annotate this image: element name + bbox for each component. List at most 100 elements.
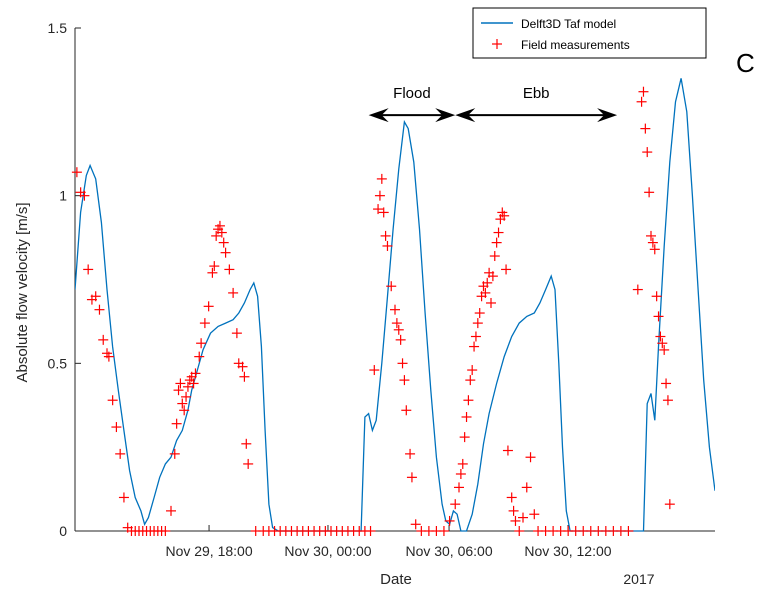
measurement-point: [510, 515, 521, 526]
measurement-point: [181, 391, 192, 402]
measurement-point: [386, 281, 397, 292]
x-tick-label: Nov 30, 00:00: [284, 543, 371, 559]
measurement-point: [179, 405, 190, 416]
measurement-point: [647, 237, 658, 248]
y-tick-label: 1: [59, 188, 67, 204]
measurement-point: [474, 308, 485, 319]
measurement-point: [115, 448, 126, 459]
measurement-point: [160, 526, 171, 536]
measurement-point: [461, 411, 472, 422]
measurement-point: [203, 301, 214, 312]
measurement-point: [659, 344, 670, 355]
measurement-point: [529, 509, 540, 520]
measurement-point: [632, 284, 643, 295]
measurement-point: [71, 167, 82, 178]
measurement-point: [171, 418, 182, 429]
measurement-point: [399, 375, 410, 386]
measurement-point: [220, 247, 231, 258]
measurement-point: [482, 277, 493, 288]
measurement-point: [472, 318, 483, 329]
arrow-head: [597, 108, 618, 123]
measurement-point: [623, 526, 634, 536]
measurement-point: [410, 519, 421, 530]
measurement-point: [190, 368, 201, 379]
measurement-point: [644, 187, 655, 198]
measurement-point: [373, 204, 384, 215]
measurement-point: [642, 147, 653, 158]
measurement-point: [175, 378, 186, 389]
measurement-point: [405, 448, 416, 459]
measurement-point: [518, 512, 528, 523]
measurement-point: [499, 210, 510, 221]
measurement-point: [103, 351, 114, 362]
measurement-point: [393, 324, 404, 335]
measurement-point: [243, 458, 254, 469]
x-tick-label: Nov 29, 18:00: [165, 543, 252, 559]
measurement-point: [438, 526, 449, 536]
x-tick-label: Nov 30, 12:00: [524, 543, 611, 559]
measurement-point: [177, 398, 188, 409]
measurement-point: [636, 96, 647, 107]
measurement-point: [376, 173, 387, 184]
y-tick-label: 1.5: [48, 20, 68, 36]
measurement-point: [406, 472, 417, 483]
measurement-point: [480, 287, 491, 298]
measurement-point: [455, 468, 466, 479]
x-year-label: 2017: [623, 571, 654, 587]
measurement-point: [467, 365, 478, 376]
measurement-point: [378, 207, 389, 218]
measurement-point: [166, 505, 176, 516]
measurement-point: [397, 358, 408, 369]
y-axis-title: Absolute flow velocity [m/s]: [14, 202, 31, 382]
measurement-point: [239, 371, 250, 382]
measurement-point: [365, 526, 376, 536]
annotation-label: Ebb: [523, 85, 550, 102]
x-axis-title: Date: [380, 571, 412, 588]
measurement-point: [194, 351, 205, 362]
measurement-point: [209, 261, 220, 272]
measurement-point: [525, 452, 536, 463]
measurement-point: [374, 190, 385, 201]
measurement-point: [224, 264, 235, 275]
measurement-point: [111, 422, 122, 433]
measurement-point: [79, 190, 90, 201]
measurement-point: [454, 482, 464, 493]
measurement-point: [216, 227, 227, 238]
measurement-point: [228, 287, 239, 298]
measurement-point: [640, 123, 651, 134]
measurement-point: [506, 492, 517, 503]
series-layer: [71, 78, 715, 536]
measurement-point: [94, 304, 105, 315]
measurement-point: [401, 405, 412, 416]
measurement-point: [98, 334, 109, 345]
measurement-point: [657, 338, 668, 349]
annotation-label: Flood: [393, 85, 431, 102]
measurement-point: [382, 240, 393, 251]
measurement-point: [508, 505, 519, 516]
measurement-point: [465, 375, 476, 386]
measurement-point: [514, 526, 525, 536]
measurement-point: [521, 482, 532, 493]
measurement-point: [646, 230, 656, 241]
measurement-point: [661, 378, 672, 389]
y-tick-label: 0.5: [48, 355, 68, 371]
measurement-point: [83, 264, 94, 275]
measurement-point: [463, 395, 474, 406]
y-tick-label: 0: [59, 523, 67, 539]
legend-marker-swatch: [492, 39, 502, 49]
legend-box: [472, 7, 707, 59]
measurement-point: [369, 365, 380, 376]
model-line: [75, 78, 715, 532]
measurement-point: [107, 395, 118, 406]
measurement-point: [502, 445, 513, 456]
measurement-point: [664, 499, 675, 510]
measurement-point: [470, 331, 481, 342]
measurement-point: [118, 492, 129, 503]
measurement-point: [214, 220, 225, 231]
measurement-point: [651, 291, 662, 302]
measurement-point: [391, 318, 402, 329]
x-tick-label: Nov 30, 06:00: [405, 543, 492, 559]
annotation-flood: Flood: [368, 85, 456, 123]
measurement-point: [395, 334, 406, 345]
